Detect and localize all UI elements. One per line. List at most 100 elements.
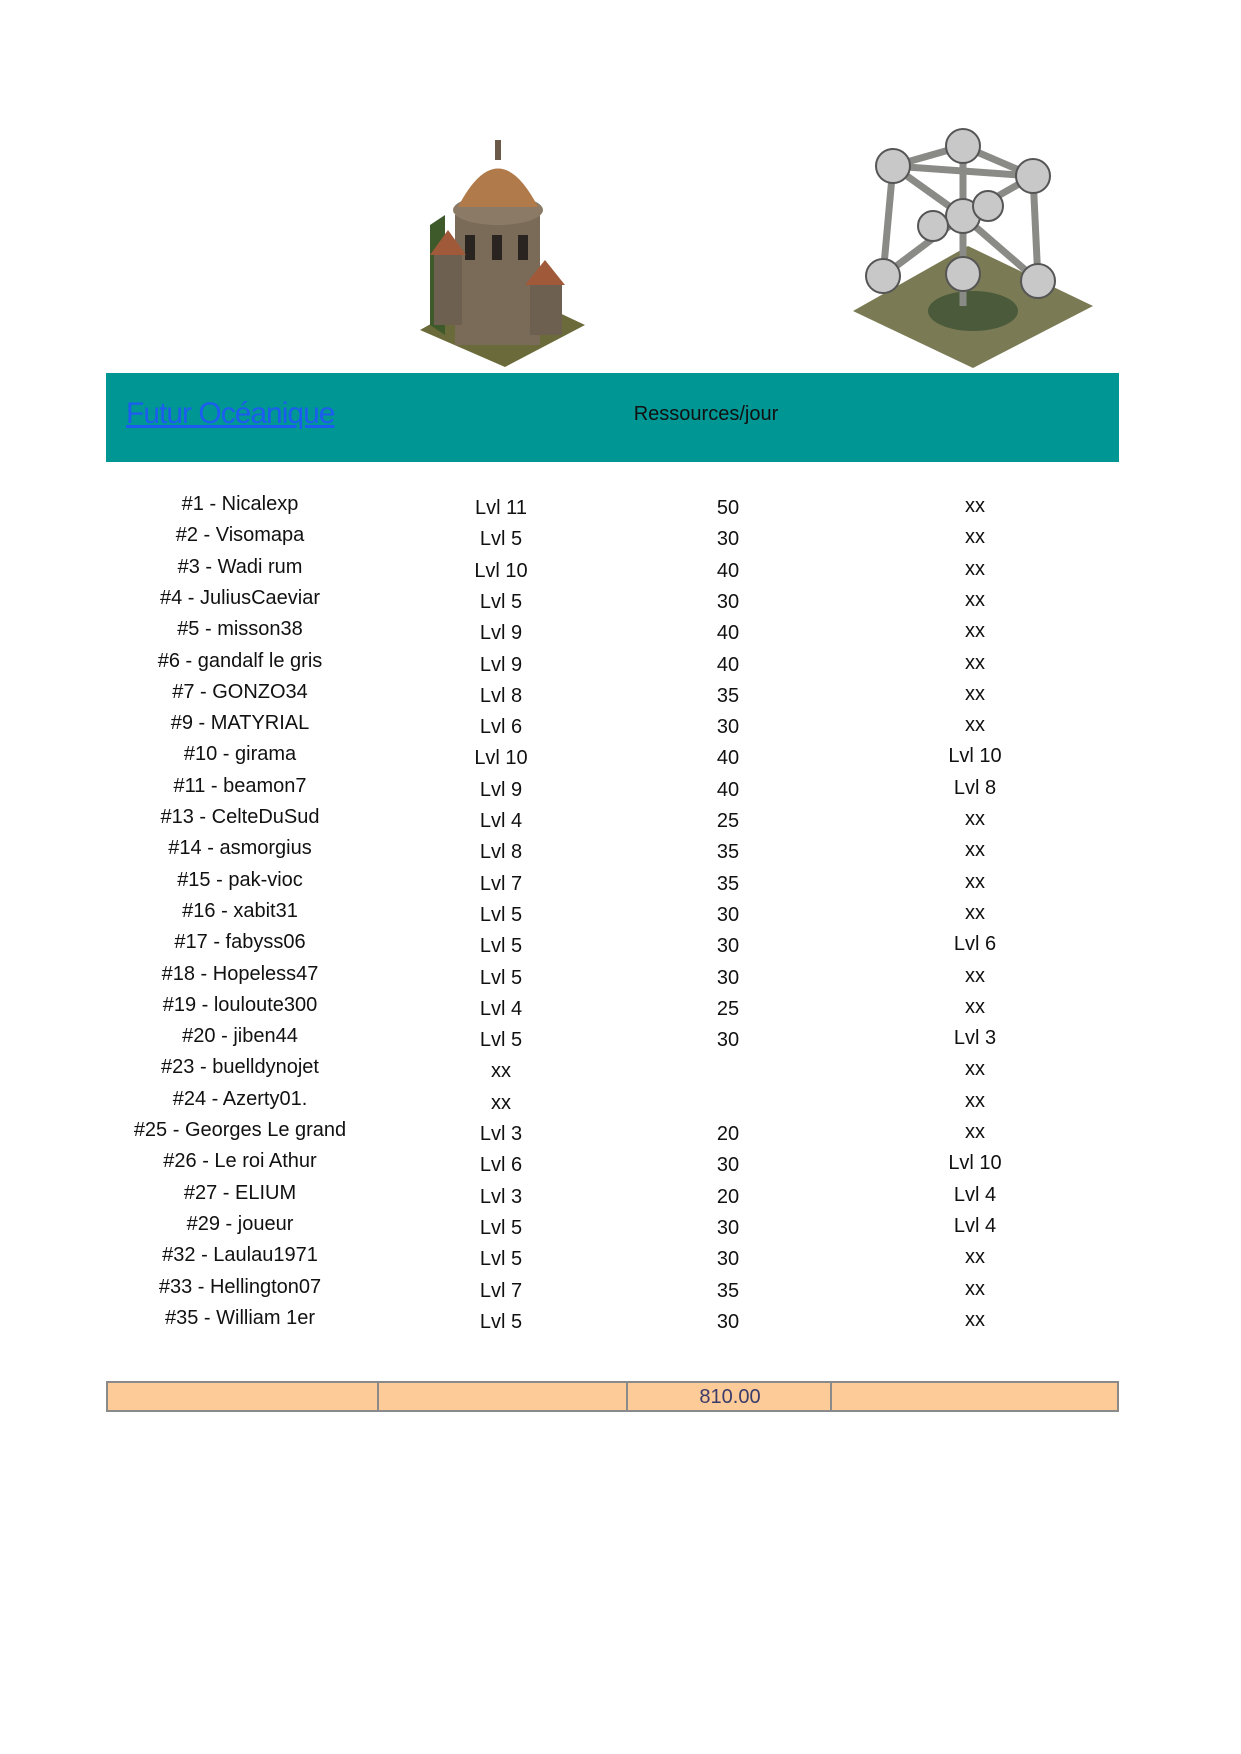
second-level-cell: Lvl 4 — [953, 1183, 997, 1206]
player-name-cell: #29 - joueur — [186, 1212, 294, 1235]
player-name-cell: #16 - xabit31 — [182, 899, 298, 922]
resources-cell: 30 — [716, 1216, 740, 1239]
resources-cell: 30 — [716, 716, 740, 739]
table-row: #13 - CelteDuSud Lvl 4 25 xx — [106, 806, 1119, 840]
second-level-cell: xx — [965, 495, 985, 517]
player-name-cell: #7 - GONZO34 — [172, 680, 308, 703]
level-cell: Lvl 5 — [479, 1029, 523, 1052]
player-name-cell: #11 - beamon7 — [173, 774, 307, 797]
player-name-cell: #14 - asmorgius — [168, 837, 312, 860]
atomium-building-image — [853, 128, 1093, 368]
level-cell: Lvl 5 — [479, 590, 523, 613]
level-cell: Lvl 5 — [479, 966, 523, 989]
resources-cell: 20 — [716, 1185, 740, 1208]
table-row: #15 - pak-vioc Lvl 7 35 xx — [106, 869, 1119, 903]
player-name-cell: #26 - Le roi Athur — [163, 1150, 317, 1173]
resources-cell: 30 — [716, 935, 740, 958]
level-cell: Lvl 8 — [479, 684, 523, 707]
table-row: #9 - MATYRIAL Lvl 6 30 xx — [106, 712, 1119, 746]
table-row: #4 - JuliusCaeviar Lvl 5 30 xx — [106, 587, 1119, 621]
table-row: #20 - jiben44 Lvl 5 30 Lvl 3 — [106, 1025, 1119, 1059]
level-cell: xx — [491, 1060, 511, 1083]
table-row: #7 - GONZO34 Lvl 8 35 xx — [106, 681, 1119, 715]
resources-cell: 25 — [716, 997, 740, 1020]
second-level-cell: xx — [965, 870, 985, 893]
table-row: #3 - Wadi rum Lvl 10 40 xx — [106, 556, 1119, 590]
level-cell: Lvl 9 — [479, 653, 523, 676]
second-level-cell: Lvl 4 — [953, 1214, 997, 1237]
resources-cell: 20 — [716, 1123, 740, 1145]
observatory-building-image — [420, 140, 585, 367]
player-name-cell: #2 - Visomapa — [175, 524, 305, 547]
second-level-cell: xx — [965, 1308, 985, 1331]
second-level-cell: xx — [965, 1277, 985, 1300]
resources-cell: 35 — [716, 1279, 740, 1302]
table-row: #1 - Nicalexp Lvl 11 50 xx — [106, 493, 1119, 527]
player-name-cell: #20 - jiben44 — [182, 1025, 298, 1048]
table-row: #5 - misson38 Lvl 9 40 xx — [106, 618, 1119, 652]
second-level-cell: xx — [965, 620, 985, 643]
table-row: #11 - beamon7 Lvl 9 40 Lvl 8 — [106, 775, 1119, 809]
second-level-cell: xx — [965, 901, 985, 924]
resources-cell: 40 — [716, 653, 740, 676]
player-name-cell: #33 - Hellington07 — [158, 1275, 322, 1298]
table-row: #10 - girama Lvl 10 40 Lvl 10 — [106, 743, 1119, 777]
level-cell: Lvl 7 — [479, 1279, 523, 1302]
resources-cell: 30 — [716, 1154, 740, 1177]
total-row: 810.00 — [106, 1381, 1119, 1412]
player-name-cell: #9 - MATYRIAL — [170, 712, 310, 735]
second-level-cell: Lvl 10 — [948, 745, 1002, 768]
player-name-cell: #18 - Hopeless47 — [161, 962, 319, 985]
second-level-cell: xx — [965, 526, 985, 549]
header-band: Futur Océanique Ressources/jour — [106, 373, 1119, 462]
resources-cell: 30 — [716, 966, 740, 989]
player-name-cell: #4 - JuliusCaeviar — [159, 586, 321, 609]
second-level-cell: xx — [965, 808, 985, 830]
level-cell: Lvl 4 — [479, 997, 523, 1020]
resources-cell: 30 — [716, 1029, 740, 1052]
resources-cell: 35 — [716, 684, 740, 707]
table-row: #27 - ELIUM Lvl 3 20 Lvl 4 — [106, 1182, 1119, 1216]
table-row: #2 - Visomapa Lvl 5 30 xx — [106, 524, 1119, 558]
table-row: #6 - gandalf le gris Lvl 9 40 xx — [106, 650, 1119, 684]
level-cell: Lvl 5 — [479, 1248, 523, 1271]
player-name-cell: #35 - William 1er — [164, 1306, 316, 1329]
level-cell: Lvl 9 — [479, 778, 523, 801]
level-cell: Lvl 8 — [479, 841, 523, 864]
level-cell: Lvl 11 — [475, 497, 527, 519]
title-link[interactable]: Futur Océanique — [126, 397, 335, 430]
table-row: #24 - Azerty01. xx xx — [106, 1088, 1119, 1122]
player-name-cell: #24 - Azerty01. — [172, 1087, 308, 1110]
resources-cell: 30 — [716, 903, 740, 926]
table-row: #29 - joueur Lvl 5 30 Lvl 4 — [106, 1213, 1119, 1247]
level-cell: xx — [491, 1091, 511, 1114]
resources-cell: 30 — [716, 1310, 740, 1333]
level-cell: Lvl 5 — [479, 935, 523, 958]
level-cell: Lvl 6 — [479, 716, 523, 739]
resources-cell: 30 — [716, 590, 740, 613]
total-value: 810.00 — [699, 1386, 761, 1408]
table-row: #19 - louloute300 Lvl 4 25 xx — [106, 994, 1119, 1028]
resources-cell: 25 — [716, 810, 740, 832]
player-name-cell: #19 - louloute300 — [162, 993, 318, 1016]
table-row: #26 - Le roi Athur Lvl 6 30 Lvl 10 — [106, 1150, 1119, 1184]
resources-cell: 35 — [716, 872, 740, 895]
player-name-cell: #25 - Georges Le grand — [133, 1119, 347, 1141]
second-level-cell: xx — [965, 995, 985, 1018]
second-level-cell: xx — [965, 651, 985, 674]
player-name-cell: #27 - ELIUM — [183, 1181, 297, 1204]
level-cell: Lvl 5 — [479, 903, 523, 926]
second-level-cell: xx — [965, 557, 985, 580]
level-cell: Lvl 9 — [479, 622, 523, 645]
resources-cell: 40 — [716, 778, 740, 801]
resources-cell: 40 — [716, 747, 740, 770]
second-level-cell: Lvl 3 — [953, 1027, 997, 1050]
resources-cell: 35 — [716, 841, 740, 864]
resources-per-day-header: Ressources/jour — [633, 403, 779, 425]
level-cell: Lvl 10 — [474, 747, 528, 770]
player-name-cell: #6 - gandalf le gris — [157, 649, 323, 672]
level-cell: Lvl 3 — [479, 1185, 523, 1208]
divider — [626, 1383, 628, 1410]
table-row: #17 - fabyss06 Lvl 5 30 Lvl 6 — [106, 931, 1119, 965]
level-cell: Lvl 5 — [479, 528, 523, 551]
